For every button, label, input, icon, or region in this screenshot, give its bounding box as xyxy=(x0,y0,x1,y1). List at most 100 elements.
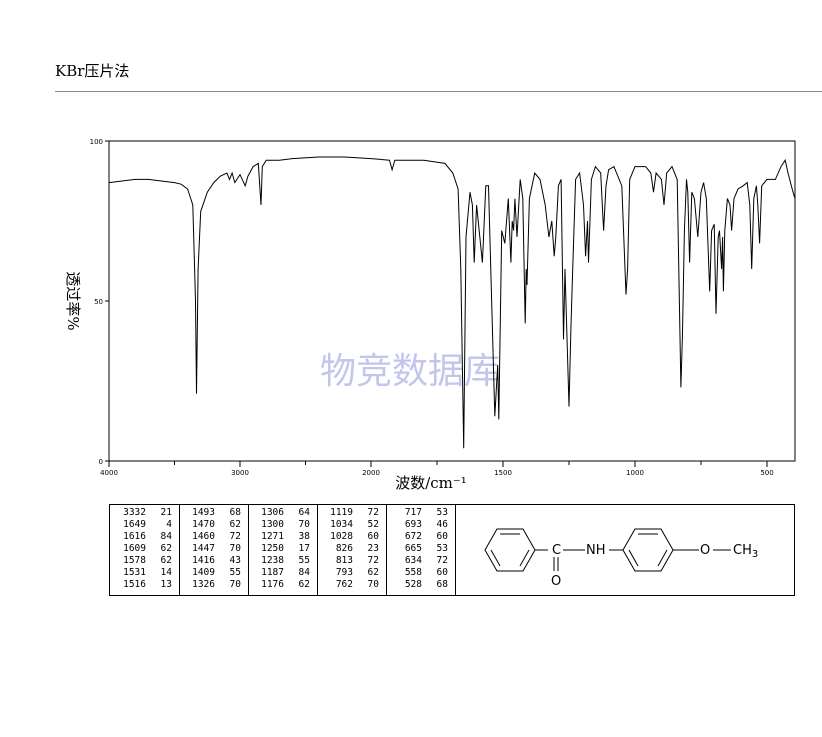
peak-wavenumber: 1447 xyxy=(192,543,215,554)
peak-wavenumber: 672 xyxy=(404,531,422,542)
peak-transmittance: 68 xyxy=(229,507,241,518)
peak-wavenumber: 1616 xyxy=(123,531,146,542)
peak-table-column-divider xyxy=(317,505,318,595)
peak-transmittance: 52 xyxy=(367,519,379,530)
peak-wavenumber: 1187 xyxy=(261,567,284,578)
peak-wavenumber: 1028 xyxy=(330,531,353,542)
peak-transmittance: 17 xyxy=(298,543,310,554)
peak-wavenumber: 1119 xyxy=(330,507,353,518)
peak-table-column: 1119 72 1034 52 1028 60 826 23 813 72 793 62 762 70 xyxy=(317,507,386,595)
peak-wavenumber: 1493 xyxy=(192,507,215,518)
page-title: KBr压片法 xyxy=(55,62,130,80)
peak-transmittance: 46 xyxy=(436,519,448,530)
peak-transmittance: 53 xyxy=(436,507,448,518)
peak-wavenumber: 665 xyxy=(404,543,422,554)
peak-transmittance: 62 xyxy=(367,567,379,578)
peak-table-column-divider xyxy=(248,505,249,595)
peak-transmittance: 64 xyxy=(298,507,310,518)
x-tick-label: 1500 xyxy=(494,469,512,477)
peak-transmittance: 55 xyxy=(298,555,310,566)
peak-transmittance: 70 xyxy=(229,543,241,554)
peak-transmittance: 21 xyxy=(160,507,172,518)
methyl-label: CH3 xyxy=(733,543,758,560)
peak-wavenumber: 528 xyxy=(404,579,422,590)
peak-wavenumber: 3332 xyxy=(123,507,146,518)
y-tick-label: 0 xyxy=(99,458,103,466)
x-tick-label: 4000 xyxy=(100,469,118,477)
molecule-structure: C O NH O CH3 xyxy=(484,528,758,589)
peak-wavenumber: 826 xyxy=(335,543,353,554)
peak-wavenumber: 1300 xyxy=(261,519,284,530)
peak-wavenumber: 1470 xyxy=(192,519,215,530)
peak-transmittance: 62 xyxy=(229,519,241,530)
peak-wavenumber: 1250 xyxy=(261,543,284,554)
peak-wavenumber: 1416 xyxy=(192,555,215,566)
peak-wavenumber: 793 xyxy=(335,567,353,578)
peak-wavenumber: 1326 xyxy=(192,579,215,590)
peak-wavenumber: 1609 xyxy=(123,543,146,554)
peak-wavenumber: 1306 xyxy=(261,507,284,518)
peak-table-column: 1493 68 1470 62 1460 72 1447 70 1416 43 1409 55 1326… xyxy=(179,507,248,595)
peak-transmittance: 4 xyxy=(166,519,172,530)
peak-table-column: 3332 21 1649 4 1616 84 1609 62 1578 62 1531 14 1516 1… xyxy=(110,507,179,595)
peak-transmittance: 62 xyxy=(298,579,310,590)
x-tick-label: 3000 xyxy=(231,469,249,477)
peak-wavenumber: 1649 xyxy=(123,519,146,530)
peak-transmittance: 72 xyxy=(436,555,448,566)
peak-transmittance: 60 xyxy=(436,567,448,578)
peak-transmittance: 84 xyxy=(160,531,172,542)
peak-transmittance: 13 xyxy=(160,579,172,590)
x-tick-label: 500 xyxy=(760,469,773,477)
header-divider xyxy=(55,91,822,92)
peak-transmittance: 62 xyxy=(160,555,172,566)
peak-transmittance: 14 xyxy=(160,567,172,578)
peak-transmittance: 84 xyxy=(298,567,310,578)
carbonyl-oxygen-label: O xyxy=(551,574,561,589)
peak-transmittance: 60 xyxy=(367,531,379,542)
peak-transmittance: 60 xyxy=(436,531,448,542)
peak-table-column: 717 53 693 46 672 60 665 53 634 72 558 60 528 68 xyxy=(386,507,455,595)
peak-transmittance: 43 xyxy=(229,555,241,566)
y-axis-label: 透过率% xyxy=(64,271,82,330)
amide-nh-label: NH xyxy=(586,543,606,558)
peak-wavenumber: 1271 xyxy=(261,531,284,542)
peak-wavenumber: 1460 xyxy=(192,531,215,542)
carbonyl-carbon-label: C xyxy=(552,543,561,558)
peak-wavenumber: 762 xyxy=(335,579,353,590)
peak-transmittance: 68 xyxy=(436,579,448,590)
peak-table-column-divider xyxy=(386,505,387,595)
peak-transmittance: 72 xyxy=(229,531,241,542)
peak-wavenumber: 634 xyxy=(404,555,422,566)
peak-wavenumber: 1176 xyxy=(261,579,284,590)
peak-wavenumber: 693 xyxy=(404,519,422,530)
peak-transmittance: 23 xyxy=(367,543,379,554)
peak-table-column-divider xyxy=(455,505,456,595)
peak-transmittance: 38 xyxy=(298,531,310,542)
x-tick-label: 1000 xyxy=(626,469,644,477)
x-tick-label: 2000 xyxy=(362,469,380,477)
peak-wavenumber: 1409 xyxy=(192,567,215,578)
peak-table: 3332 21 1649 4 1616 84 1609 62 1578 62 1531 14 1516 1… xyxy=(109,504,795,596)
plot-frame xyxy=(108,140,796,462)
peak-wavenumber: 1516 xyxy=(123,579,146,590)
peak-transmittance: 70 xyxy=(298,519,310,530)
peak-transmittance: 70 xyxy=(229,579,241,590)
peak-wavenumber: 1578 xyxy=(123,555,146,566)
peak-wavenumber: 558 xyxy=(404,567,422,578)
peak-wavenumber: 1034 xyxy=(330,519,353,530)
peak-transmittance: 62 xyxy=(160,543,172,554)
peak-wavenumber: 1238 xyxy=(261,555,284,566)
x-axis-label: 波数/cm⁻¹ xyxy=(395,474,467,492)
peak-transmittance: 53 xyxy=(436,543,448,554)
peak-transmittance: 55 xyxy=(229,567,241,578)
peak-table-column: 1306 64 1300 70 1271 38 1250 17 1238 55 1187 84 1176… xyxy=(248,507,317,595)
y-tick-label: 100 xyxy=(90,138,103,146)
peak-transmittance: 72 xyxy=(367,555,379,566)
peak-transmittance: 72 xyxy=(367,507,379,518)
peak-transmittance: 70 xyxy=(367,579,379,590)
peak-table-column-divider xyxy=(179,505,180,595)
peak-wavenumber: 813 xyxy=(335,555,353,566)
peak-wavenumber: 1531 xyxy=(123,567,146,578)
methoxy-oxygen-label: O xyxy=(700,543,710,558)
